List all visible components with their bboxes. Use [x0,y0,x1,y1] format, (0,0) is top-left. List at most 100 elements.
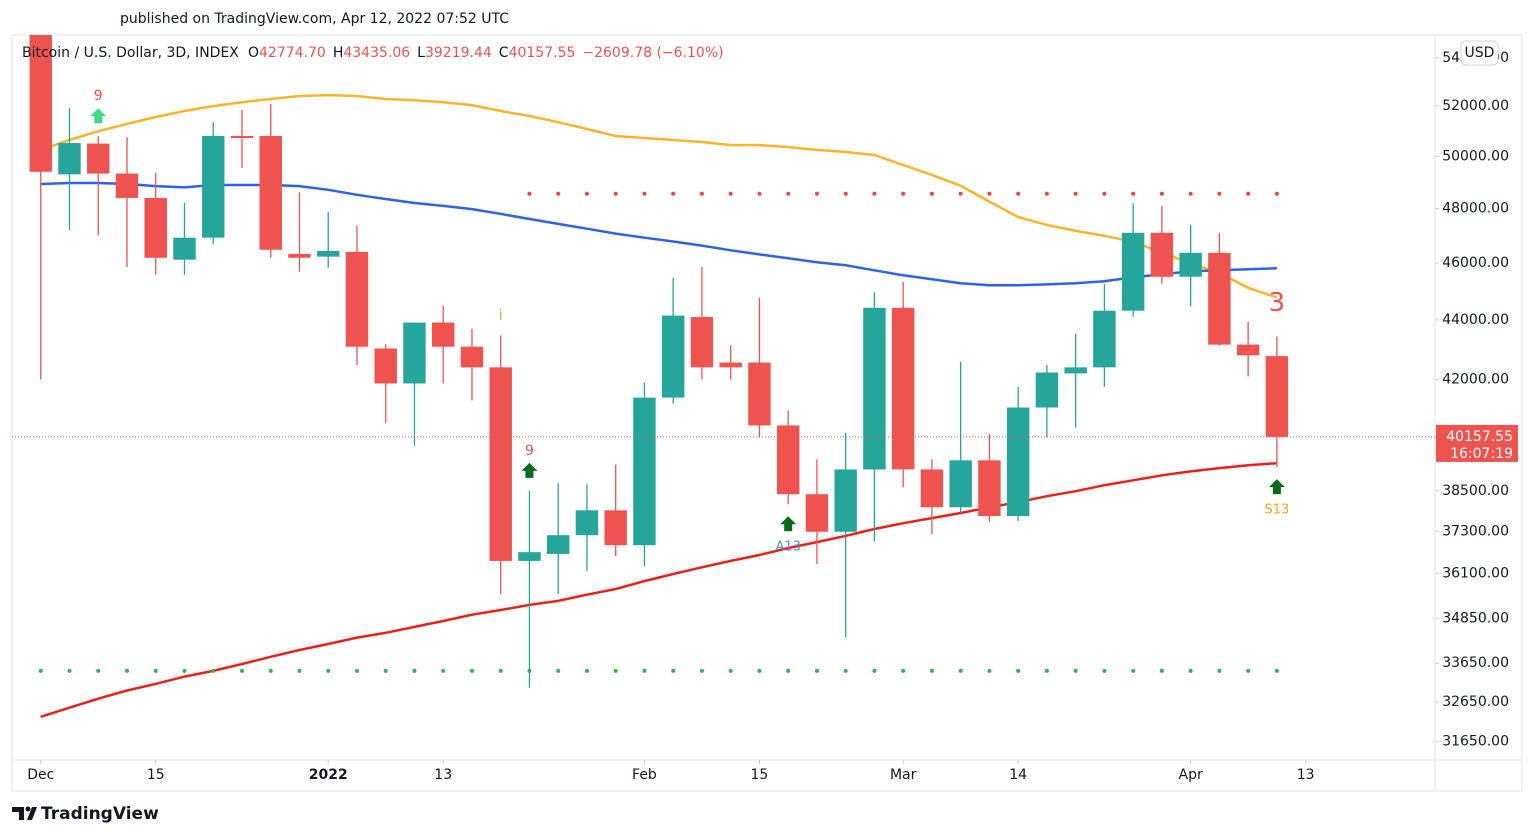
level-dot [584,668,589,673]
level-dot [1246,191,1251,196]
level-dot [757,191,762,196]
level-dot [182,668,187,673]
y-tick-label: 31650.00 [1442,734,1509,750]
y-tick-label: 32650.00 [1442,694,1509,710]
legend-change: −2609.78 (−6.10%) [582,45,723,61]
level-dot [901,668,906,673]
candle-body [432,322,455,347]
level-dot [958,191,963,196]
level-dot [872,191,877,196]
candle-body [604,510,627,546]
level-dot [498,668,503,673]
candle-body [1208,252,1231,345]
signal-label: 9 [94,88,103,104]
y-tick-label: 50000.00 [1442,148,1509,164]
level-dot [1246,668,1251,673]
level-dot [469,668,474,673]
x-tick-label: 13 [434,767,452,783]
signal-arrow [521,462,538,478]
level-dot [929,191,934,196]
signal-label: 3 [1269,288,1286,318]
candle-body [1006,407,1030,517]
legend-value: 39219.44 [425,45,492,61]
level-dot [929,668,934,673]
level-dot [1131,191,1136,196]
candle-body [29,35,52,172]
last-price-timer: 16:07:19 [1450,446,1513,462]
level-dot [699,668,704,673]
x-tick-label: Mar [890,767,917,783]
legend-key: O [248,45,259,61]
level-dot [1073,191,1078,196]
y-tick-label: 48000.00 [1442,201,1509,217]
y-tick-label: 44000.00 [1442,312,1509,328]
logo-mark [12,807,24,820]
level-dot [613,668,618,673]
level-dot [268,668,273,673]
level-dot [1188,191,1193,196]
level-dot [1044,191,1049,196]
header: published on TradingView.com, Apr 12, 20… [120,11,509,27]
candle-body [317,250,340,257]
candle-body [546,535,570,554]
candle-body [805,494,829,532]
candle-body [259,135,282,250]
y-tick-label: 52000.00 [1442,98,1509,114]
level-dot [814,191,819,196]
level-dot [67,668,72,673]
candle-body [633,397,656,546]
y-tick-label: 37300.00 [1442,523,1509,539]
signal-label: 9 [525,443,534,459]
candle-body [144,197,167,258]
level-dot [1274,191,1279,196]
legend-key: L [417,45,425,61]
candle-body [1093,310,1116,368]
y-tick-label: 36100.00 [1442,565,1509,581]
overlay: 54000.0052000.0050000.0048000.0046000.00… [22,40,1518,783]
level-dot [1016,668,1021,673]
candle-body [518,552,541,561]
level-dot [124,668,129,673]
candle-body [776,425,800,495]
level-dot [326,668,331,673]
x-tick-label: 2022 [309,767,348,783]
level-dot [642,668,647,673]
y-tick-label: 38500.00 [1442,483,1509,499]
legend-symbol: Bitcoin / U.S. Dollar, 3D, INDEX [22,45,239,61]
level-dot [1188,668,1193,673]
candle-body [460,346,484,368]
level-dot [441,668,446,673]
level-dot [1044,668,1049,673]
level-dot [383,668,388,673]
level-dot [354,668,359,673]
level-dot [584,191,589,196]
legend-value: 40157.55 [509,45,576,61]
y-tick-label: 33650.00 [1442,655,1509,671]
candle-body [115,173,139,198]
signal-arrow [90,108,107,124]
level-dot [872,668,877,673]
level-dot [1217,668,1222,673]
x-tick-label: Apr [1179,767,1203,783]
currency-label: USD [1465,45,1495,61]
level-dot [728,191,733,196]
level-dot [786,191,791,196]
signal-label: i [499,307,503,323]
logo-mark [27,807,37,820]
candle-body [288,253,311,258]
level-dot [239,668,244,673]
currency-button[interactable] [1460,40,1499,66]
x-tick-label: 15 [147,767,165,783]
level-dot [613,191,618,196]
level-dot [987,668,992,673]
legend-key: H [333,45,344,61]
candle-body [1265,356,1289,437]
level-dot [1131,668,1136,673]
candle-body [690,317,714,368]
level-dot [1217,191,1222,196]
signal-label: A13 [775,540,800,555]
level-dot [814,668,819,673]
moving-average-line [40,181,1277,287]
x-tick-label: Dec [27,767,54,783]
